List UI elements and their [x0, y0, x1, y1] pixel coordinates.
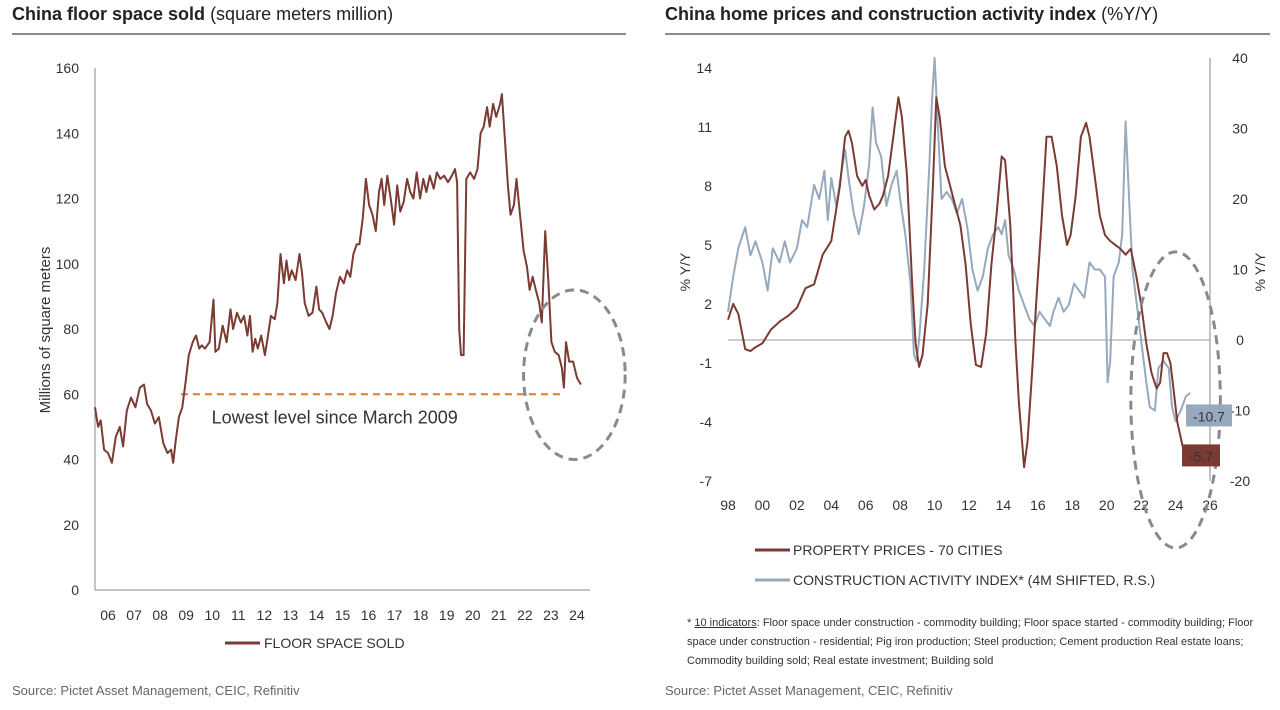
left-title-divider: [12, 33, 626, 35]
right-x-tick-label: 24: [1168, 497, 1184, 513]
left-x-tick-label: 24: [569, 607, 585, 623]
right-y-left-tick-label: 14: [696, 60, 712, 76]
right-x-tick-label: 18: [1064, 497, 1080, 513]
right-x-tick-label: 16: [1030, 497, 1046, 513]
left-y-tick-label: 140: [56, 125, 80, 141]
right-y-left-tick-label: 2: [704, 296, 712, 312]
construction-end-label: -10.7: [1193, 408, 1225, 424]
left-chart-title-unit: (square meters million): [210, 4, 394, 24]
left-x-tick-label: 12: [257, 607, 273, 623]
left-x-tick-label: 07: [126, 607, 142, 623]
right-chart-title-main: China home prices and construction activ…: [665, 4, 1097, 24]
left-chart-title: China floor space sold (square meters mi…: [12, 4, 393, 25]
right-x-tick-label: 00: [755, 497, 771, 513]
left-y-tick-label: 100: [56, 256, 80, 272]
left-x-tick-label: 20: [465, 607, 481, 623]
lowest-level-annotation: Lowest level since March 2009: [212, 408, 458, 428]
left-x-tick-label: 19: [439, 607, 455, 623]
left-x-tick-label: 18: [413, 607, 429, 623]
left-y-tick-label: 0: [71, 582, 79, 598]
left-x-tick-label: 08: [152, 607, 168, 623]
footnote-label: 10 indicators: [694, 617, 757, 629]
right-title-divider: [665, 33, 1270, 35]
left-x-tick-label: 16: [361, 607, 377, 623]
right-y-left-tick-label: -7: [700, 473, 713, 489]
left-x-tick-label: 06: [100, 607, 116, 623]
left-highlight-circle: [522, 288, 627, 461]
right-y-left-tick-label: 8: [704, 178, 712, 194]
right-highlight-circle: [1129, 250, 1222, 550]
right-legend-label-construction: CONSTRUCTION ACTIVITY INDEX* (4M SHIFTED…: [793, 572, 1155, 588]
right-y-left-tick-label: -4: [700, 414, 713, 430]
right-y-axis-title-left: % Y/Y: [677, 252, 693, 291]
footnote-lead: *: [687, 617, 695, 629]
right-x-tick-label: 20: [1099, 497, 1115, 513]
left-chart-title-main: China floor space sold: [12, 4, 206, 24]
property-end-label-box: [1182, 444, 1220, 467]
property-end-label: -5.7: [1189, 448, 1213, 464]
right-y-right-tick-label: 40: [1232, 50, 1248, 66]
left-y-tick-label: 80: [63, 321, 79, 337]
right-chart-source: Source: Pictet Asset Management, CEIC, R…: [665, 683, 953, 698]
construction-end-label-box: [1186, 404, 1232, 427]
right-chart-title: China home prices and construction activ…: [665, 4, 1158, 25]
left-x-tick-label: 10: [204, 607, 220, 623]
left-x-tick-label: 14: [309, 607, 325, 623]
right-y-left-tick-label: -1: [700, 355, 713, 371]
left-y-tick-label: 20: [63, 517, 79, 533]
right-y-right-tick-label: 30: [1232, 121, 1248, 137]
left-y-tick-label: 60: [63, 386, 79, 402]
left-x-tick-label: 21: [491, 607, 507, 623]
right-y-left-tick-label: 11: [697, 119, 712, 135]
left-x-tick-label: 15: [335, 607, 351, 623]
left-x-tick-label: 22: [517, 607, 533, 623]
right-y-left-tick-label: 5: [704, 237, 712, 253]
right-y-right-tick-label: -10: [1230, 403, 1250, 419]
left-x-tick-label: 13: [283, 607, 299, 623]
right-x-tick-label: 98: [720, 497, 736, 513]
left-y-tick-label: 40: [63, 452, 79, 468]
left-chart-source: Source: Pictet Asset Management, CEIC, R…: [12, 683, 300, 698]
right-y-axis-title-right: % Y/Y: [1252, 252, 1268, 291]
right-x-tick-label: 08: [892, 497, 908, 513]
right-x-tick-label: 14: [996, 497, 1012, 513]
right-chart-footnote: * 10 indicators: Floor space under const…: [687, 614, 1275, 671]
left-y-axis-title: Millions of square meters: [37, 247, 54, 414]
floor-space-sold-line: [94, 93, 582, 464]
left-x-tick-label: 09: [178, 607, 194, 623]
right-y-right-tick-label: 10: [1232, 262, 1248, 278]
right-y-right-tick-label: -20: [1230, 473, 1250, 489]
right-legend-label-prices: PROPERTY PRICES - 70 CITIES: [793, 542, 1003, 558]
left-x-tick-label: 11: [231, 607, 246, 623]
left-y-tick-label: 160: [56, 60, 80, 76]
right-x-tick-label: 06: [858, 497, 874, 513]
right-chart-title-unit: (%Y/Y): [1101, 4, 1159, 24]
right-x-tick-label: 02: [789, 497, 805, 513]
left-y-tick-label: 120: [56, 191, 80, 207]
right-y-right-tick-label: 20: [1232, 191, 1248, 207]
right-x-tick-label: 04: [823, 497, 839, 513]
right-y-right-tick-label: 0: [1236, 332, 1244, 348]
left-x-tick-label: 17: [387, 607, 403, 623]
construction-activity-line: [727, 57, 1191, 423]
right-x-tick-label: 10: [927, 497, 943, 513]
right-x-tick-label: 12: [961, 497, 977, 513]
footnote-text: : Floor space under construction - commo…: [687, 617, 1254, 667]
left-legend-label: FLOOR SPACE SOLD: [264, 635, 405, 651]
property-prices-line: [727, 96, 1187, 469]
left-x-tick-label: 23: [543, 607, 559, 623]
